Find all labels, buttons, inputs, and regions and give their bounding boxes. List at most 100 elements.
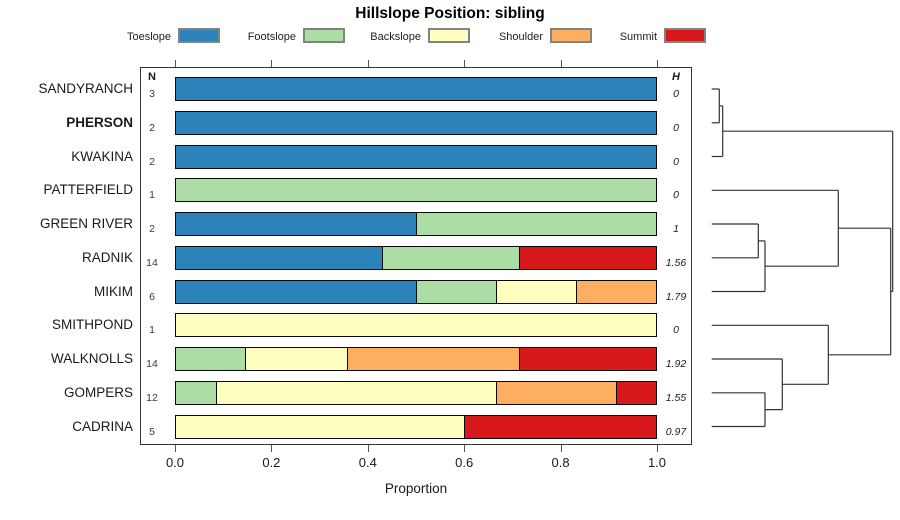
- bar: [175, 144, 657, 169]
- bar: [175, 212, 657, 236]
- bar: [175, 414, 657, 439]
- bar: [175, 110, 657, 135]
- bar: [175, 380, 657, 405]
- n-value: 5: [149, 425, 155, 438]
- bar: [175, 279, 657, 304]
- n-value: 3: [149, 88, 155, 100]
- axis-tick-label: 0.8: [551, 455, 570, 470]
- legend-swatch-summit: [664, 28, 706, 43]
- axis-tick-bottom: [464, 445, 466, 452]
- bar-segment-footslope: [416, 213, 656, 235]
- plot-box: [140, 66, 692, 445]
- h-value: 1.79: [665, 290, 687, 303]
- bar-segment-toeslope: [176, 145, 656, 168]
- legend-swatch-footslope: [303, 28, 345, 43]
- bar-segment-shoulder: [576, 280, 656, 303]
- legend-label-summit: Summit: [619, 31, 657, 43]
- legend-label-shoulder: Shoulder: [498, 31, 543, 43]
- n-value: 6: [149, 290, 155, 303]
- axis-tick-label: 0.2: [262, 455, 281, 470]
- h-value: 0: [673, 88, 679, 100]
- n-value: 2: [149, 121, 155, 134]
- bar-segment-backslope: [215, 381, 497, 404]
- row-label: KWAKINA: [71, 148, 133, 164]
- n-value: 14: [146, 358, 158, 370]
- axis-tick-bottom: [271, 445, 273, 452]
- n-value: 1: [149, 189, 155, 202]
- legend-swatch-shoulder: [550, 28, 592, 43]
- n-value: 2: [149, 223, 155, 235]
- bar-segment-toeslope: [176, 213, 416, 235]
- bar-segment-footslope: [176, 348, 245, 370]
- bar-segment-backslope: [176, 314, 656, 337]
- legend-label-toeslope: Toeslope: [126, 31, 171, 43]
- bar-segment-summit: [518, 348, 656, 370]
- h-value: 0: [673, 155, 679, 168]
- bar-segment-toeslope: [176, 280, 416, 303]
- bar-segment-summit: [464, 415, 656, 438]
- bar: [175, 178, 657, 203]
- axis-tick-top: [271, 59, 273, 67]
- h-value: 0.97: [665, 425, 687, 438]
- legend-label-backslope: Backslope: [370, 31, 421, 43]
- axis-tick-top: [657, 59, 658, 67]
- row-label: GREEN RIVER: [39, 216, 133, 231]
- bar: [175, 77, 657, 101]
- axis-tick-bottom: [657, 445, 658, 452]
- h-column-header: H: [672, 71, 680, 83]
- n-value: 12: [146, 391, 158, 404]
- n-value: 14: [146, 256, 158, 269]
- legend-label-footslope: Footslope: [247, 31, 296, 43]
- h-value: 1.92: [665, 358, 687, 370]
- axis-tick-top: [560, 59, 562, 67]
- bar-segment-footslope: [176, 381, 216, 404]
- legend-swatch-toeslope: [178, 28, 220, 43]
- row-label: WALKNOLLS: [50, 351, 133, 366]
- axis-tick-label: 0.4: [358, 455, 377, 470]
- bar-segment-summit: [616, 381, 656, 404]
- bar-segment-backslope: [244, 348, 348, 370]
- h-value: 1.56: [665, 256, 687, 269]
- x-axis-title: Proportion: [384, 481, 448, 496]
- row-label: MIKIM: [94, 283, 133, 299]
- axis-tick-bottom: [367, 445, 369, 452]
- bar-segment-toeslope: [176, 246, 382, 269]
- axis-tick-top: [464, 59, 466, 67]
- bar-segment-footslope: [381, 246, 520, 269]
- bar-segment-footslope: [176, 179, 656, 202]
- legend-swatch-backslope: [428, 28, 470, 43]
- h-value: 1: [673, 223, 679, 235]
- bar: [175, 245, 657, 270]
- chart-title: Hillslope Position: sibling: [355, 5, 545, 22]
- n-value: 2: [149, 155, 155, 168]
- axis-tick-bottom: [560, 445, 562, 452]
- h-value: 1.55: [665, 391, 687, 404]
- bar-segment-footslope: [416, 280, 497, 303]
- bar-segment-shoulder: [347, 348, 519, 370]
- n-column-header: N: [148, 71, 156, 83]
- axis-tick-top: [175, 59, 176, 67]
- bar-segment-backslope: [496, 280, 577, 303]
- h-value: 0: [673, 121, 679, 134]
- axis-tick-bottom: [175, 445, 176, 452]
- row-label: GOMPERS: [63, 384, 133, 400]
- row-label: RADNIK: [81, 249, 133, 265]
- bar: [175, 313, 657, 338]
- bar-segment-backslope: [176, 415, 464, 438]
- h-value: 0: [673, 324, 679, 337]
- row-label: PHERSON: [66, 114, 133, 130]
- axis-tick-top: [367, 59, 369, 67]
- bar-segment-summit: [519, 246, 656, 269]
- bar-segment-toeslope: [176, 78, 656, 100]
- row-label: SANDYRANCH: [38, 81, 133, 96]
- axis-tick-label: 1.0: [647, 455, 667, 470]
- row-label: PATTERFIELD: [43, 182, 133, 198]
- n-value: 1: [149, 324, 155, 337]
- row-label: CADRINA: [72, 418, 133, 434]
- row-label: SMITHPOND: [52, 317, 133, 333]
- h-value: 0: [673, 189, 679, 202]
- axis-tick-label: 0.6: [455, 455, 474, 470]
- bar-segment-shoulder: [496, 381, 617, 404]
